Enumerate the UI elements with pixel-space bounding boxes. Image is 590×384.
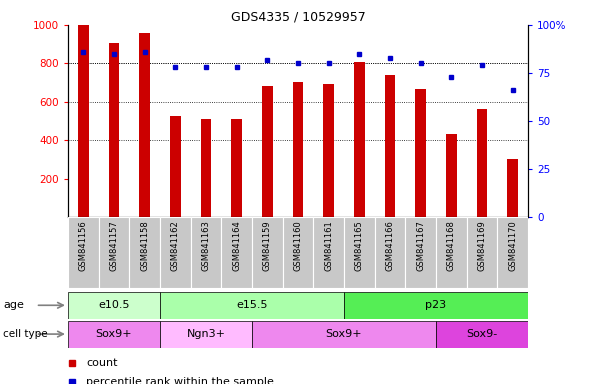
Text: GSM841159: GSM841159 — [263, 220, 272, 271]
Bar — [252, 321, 436, 348]
Bar — [405, 217, 436, 288]
Bar — [109, 43, 119, 217]
Bar — [477, 109, 487, 217]
Text: age: age — [3, 300, 24, 310]
Bar — [160, 292, 344, 319]
Bar — [293, 82, 303, 217]
Bar — [221, 217, 252, 288]
Bar — [129, 217, 160, 288]
Text: Sox9+: Sox9+ — [326, 329, 362, 339]
Text: GSM841157: GSM841157 — [109, 220, 119, 271]
Bar — [436, 217, 467, 288]
Text: cell type: cell type — [3, 329, 48, 339]
Text: GSM841164: GSM841164 — [232, 220, 241, 271]
Text: GSM841169: GSM841169 — [477, 220, 487, 271]
Bar — [323, 84, 334, 217]
Bar — [446, 134, 457, 217]
Bar — [283, 217, 313, 288]
Bar — [191, 217, 221, 288]
Text: GSM841168: GSM841168 — [447, 220, 456, 271]
Bar — [201, 119, 211, 217]
Bar — [313, 217, 344, 288]
Text: GSM841156: GSM841156 — [78, 220, 88, 271]
Text: Sox9+: Sox9+ — [96, 329, 132, 339]
Bar — [78, 25, 88, 217]
Text: GSM841170: GSM841170 — [508, 220, 517, 271]
Bar — [68, 321, 160, 348]
Text: count: count — [86, 358, 118, 368]
Bar — [415, 89, 426, 217]
Text: GSM841160: GSM841160 — [293, 220, 303, 271]
Bar — [467, 217, 497, 288]
Text: percentile rank within the sample: percentile rank within the sample — [86, 377, 274, 384]
Text: GSM841158: GSM841158 — [140, 220, 149, 271]
Bar — [68, 292, 160, 319]
Text: GSM841162: GSM841162 — [171, 220, 180, 271]
Text: GSM841166: GSM841166 — [385, 220, 395, 271]
Bar — [170, 116, 181, 217]
Bar — [262, 86, 273, 217]
Text: p23: p23 — [425, 300, 447, 310]
Bar — [344, 217, 375, 288]
Bar — [385, 75, 395, 217]
Text: Sox9-: Sox9- — [467, 329, 497, 339]
Text: Ngn3+: Ngn3+ — [186, 329, 225, 339]
Bar — [252, 217, 283, 288]
Bar — [375, 217, 405, 288]
Bar — [507, 159, 518, 217]
Text: GSM841165: GSM841165 — [355, 220, 364, 271]
Bar — [160, 217, 191, 288]
Bar — [99, 217, 129, 288]
Text: e15.5: e15.5 — [236, 300, 268, 310]
Bar — [344, 292, 528, 319]
Text: GSM841163: GSM841163 — [201, 220, 211, 271]
Text: GSM841167: GSM841167 — [416, 220, 425, 271]
Text: e10.5: e10.5 — [98, 300, 130, 310]
Bar — [231, 119, 242, 217]
Bar — [436, 321, 528, 348]
Bar — [160, 321, 252, 348]
Bar — [497, 217, 528, 288]
Title: GDS4335 / 10529957: GDS4335 / 10529957 — [231, 11, 365, 24]
Bar — [68, 217, 99, 288]
Bar — [139, 33, 150, 217]
Bar — [354, 63, 365, 217]
Text: GSM841161: GSM841161 — [324, 220, 333, 271]
